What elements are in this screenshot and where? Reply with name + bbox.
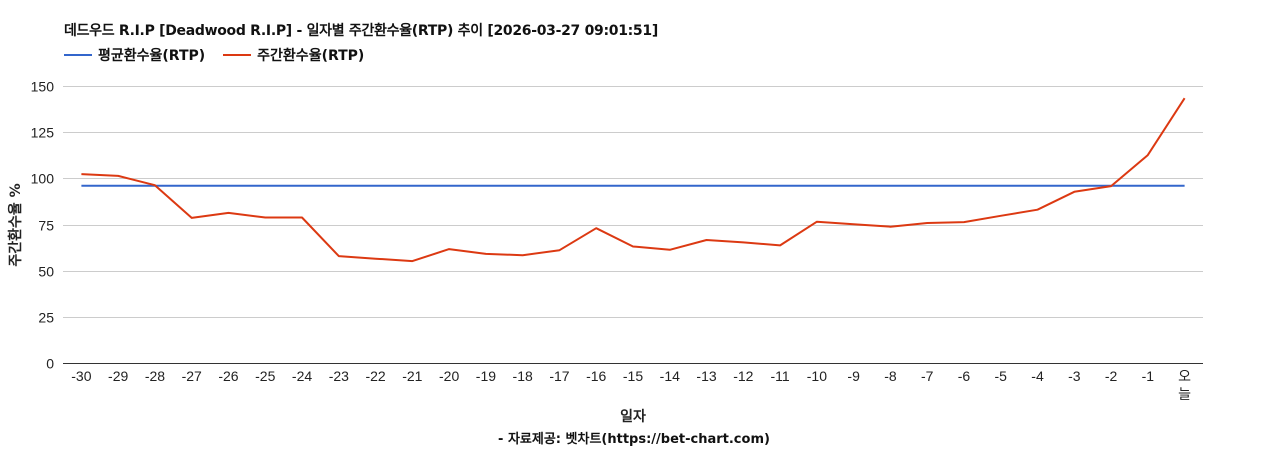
x-tick-label: -15 (623, 368, 643, 384)
legend-label-average: 평균환수율(RTP) (98, 48, 206, 64)
x-tick-label: -10 (807, 368, 827, 384)
x-tick-label: -18 (513, 368, 533, 384)
y-tick-label: 125 (31, 125, 55, 141)
x-tick-label: -29 (108, 368, 128, 384)
x-tick-label: -16 (586, 368, 606, 384)
series-lines (81, 97, 1186, 263)
x-tick-label: -8 (884, 368, 897, 384)
x-tick-label: -5 (995, 368, 1008, 384)
x-tick-label: -25 (255, 368, 275, 384)
x-tick-label: -12 (733, 368, 753, 384)
x-tick-label: -24 (292, 368, 312, 384)
x-tick-label: -13 (696, 368, 716, 384)
legend-item-weekly-rtp[interactable]: 주간환수율(RTP) (223, 45, 364, 65)
x-tick-label: -7 (921, 368, 934, 384)
x-tick-label: -22 (365, 368, 385, 384)
chart-title: 데드우드 R.I.P [Deadwood R.I.P] - 일자별 주간환수율(… (64, 23, 658, 39)
y-tick-label: 100 (31, 171, 55, 187)
x-tick-label: -26 (218, 368, 238, 384)
x-tick-label: -23 (329, 368, 349, 384)
x-tick-label: -3 (1068, 368, 1081, 384)
y-axis-title: 주간환수율 % (7, 183, 24, 266)
x-tick-label: -19 (476, 368, 496, 384)
y-tick-label: 150 (31, 79, 55, 95)
gridlines (63, 86, 1203, 318)
x-tick-label: -21 (402, 368, 422, 384)
weekly-rtp-line[interactable] (81, 97, 1186, 263)
x-tick-label: -11 (770, 368, 789, 384)
x-tick-label: 오 (1178, 368, 1191, 384)
x-axis-title: 일자 (620, 409, 646, 425)
y-tick-label: 0 (46, 356, 54, 372)
y-axis-ticks: 0 25 50 75 100 125 150 (31, 79, 55, 372)
legend-item-average-rtp[interactable]: 평균환수율(RTP) (64, 45, 205, 65)
x-tick-label: -30 (71, 368, 91, 384)
x-tick-label: -9 (847, 368, 860, 384)
legend-label-weekly: 주간환수율(RTP) (257, 48, 365, 64)
x-tick-label: 늘 (1178, 386, 1191, 402)
x-tick-label: -6 (958, 368, 971, 384)
x-tick-label: -1 (1142, 368, 1155, 384)
y-tick-label: 25 (38, 310, 54, 326)
x-tick-label: -27 (182, 368, 202, 384)
x-tick-label: -17 (549, 368, 569, 384)
y-tick-label: 50 (38, 264, 54, 280)
data-source-credit: - 자료제공: 벳차트(https://bet-chart.com) (498, 432, 770, 447)
x-axis-ticks: -30 -29 -28 -27 -26 -25 -24 -23 -22 -21 -20 -19 -18-… (71, 368, 1191, 402)
legend-swatch-average (64, 54, 92, 56)
x-tick-label: -4 (1031, 368, 1044, 384)
x-tick-label: -14 (660, 368, 680, 384)
chart-legend: 평균환수율(RTP) 주간환수율(RTP) (64, 45, 364, 65)
x-tick-label: -20 (439, 368, 459, 384)
x-tick-label: -2 (1105, 368, 1118, 384)
legend-swatch-weekly (223, 54, 252, 56)
x-tick-label: -28 (145, 368, 165, 384)
y-tick-label: 75 (38, 218, 54, 234)
